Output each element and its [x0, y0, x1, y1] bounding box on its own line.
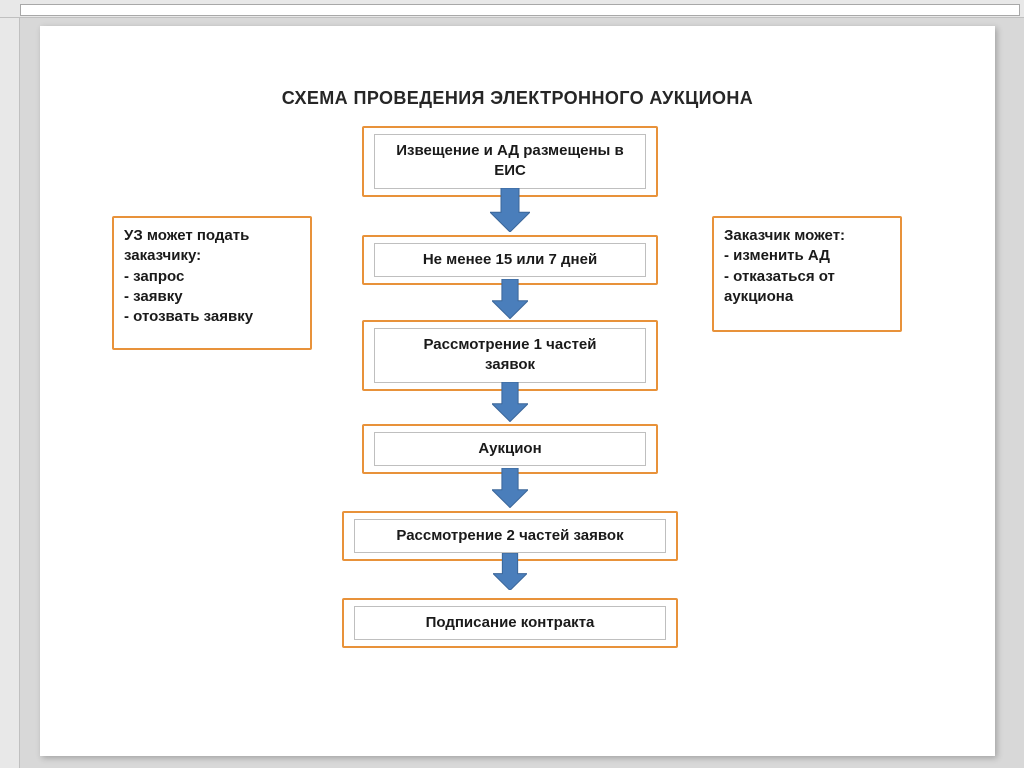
arrow-n5-n6	[493, 553, 527, 595]
side-node-s2: Заказчик может:- изменить АД- отказаться…	[712, 216, 902, 332]
side-node-line: - заявку	[124, 287, 300, 307]
document-page: СХЕМА ПРОВЕДЕНИЯ ЭЛЕКТРОННОГО АУКЦИОНА И…	[40, 26, 995, 756]
flow-node-inner: Извещение и АД размещены вЕИС	[374, 134, 646, 189]
diagram-canvas: СХЕМА ПРОВЕДЕНИЯ ЭЛЕКТРОННОГО АУКЦИОНА И…	[40, 26, 995, 756]
arrow-n2-n3	[492, 279, 528, 324]
flow-node-text: Рассмотрение 1 частей	[424, 335, 597, 355]
ruler-horizontal	[0, 0, 1024, 18]
flow-node-text: заявок	[485, 355, 535, 375]
flow-node-n4: Аукцион	[362, 424, 658, 474]
flow-node-text: Извещение и АД размещены в	[396, 141, 624, 161]
flow-node-inner: Не менее 15 или 7 дней	[374, 243, 646, 277]
side-node-line: УЗ может подать	[124, 226, 300, 246]
side-node-line: - отозвать заявку	[124, 307, 300, 327]
flow-node-inner: Аукцион	[374, 432, 646, 466]
side-node-line: Заказчик может:	[724, 226, 890, 246]
arrow-n3-n4	[492, 382, 528, 427]
arrow-n4-n5	[492, 468, 528, 513]
flow-node-text: Рассмотрение 2 частей заявок	[396, 526, 623, 546]
flow-node-inner: Рассмотрение 2 частей заявок	[354, 519, 666, 553]
flow-node-n6: Подписание контракта	[342, 598, 678, 648]
flow-node-text: Не менее 15 или 7 дней	[423, 250, 597, 270]
flow-node-inner: Подписание контракта	[354, 606, 666, 640]
page-area: СХЕМА ПРОВЕДЕНИЯ ЭЛЕКТРОННОГО АУКЦИОНА И…	[20, 18, 1024, 768]
side-node-line: - изменить АД	[724, 246, 890, 266]
side-node-line: заказчику:	[124, 246, 300, 266]
flow-node-text: ЕИС	[494, 161, 526, 181]
flow-node-n1: Извещение и АД размещены вЕИС	[362, 126, 658, 197]
side-node-line: аукциона	[724, 287, 890, 307]
flow-node-text: Подписание контракта	[426, 613, 595, 633]
flow-node-n3: Рассмотрение 1 частейзаявок	[362, 320, 658, 391]
arrow-n1-n2	[490, 188, 530, 237]
side-node-line: - отказаться от	[724, 267, 890, 287]
ruler-vertical	[0, 18, 20, 768]
flow-node-inner: Рассмотрение 1 частейзаявок	[374, 328, 646, 383]
flow-node-text: Аукцион	[478, 439, 541, 459]
side-node-s1: УЗ может податьзаказчику:- запрос- заявк…	[112, 216, 312, 350]
flow-node-n2: Не менее 15 или 7 дней	[362, 235, 658, 285]
diagram-title: СХЕМА ПРОВЕДЕНИЯ ЭЛЕКТРОННОГО АУКЦИОНА	[40, 88, 995, 109]
side-node-line: - запрос	[124, 267, 300, 287]
